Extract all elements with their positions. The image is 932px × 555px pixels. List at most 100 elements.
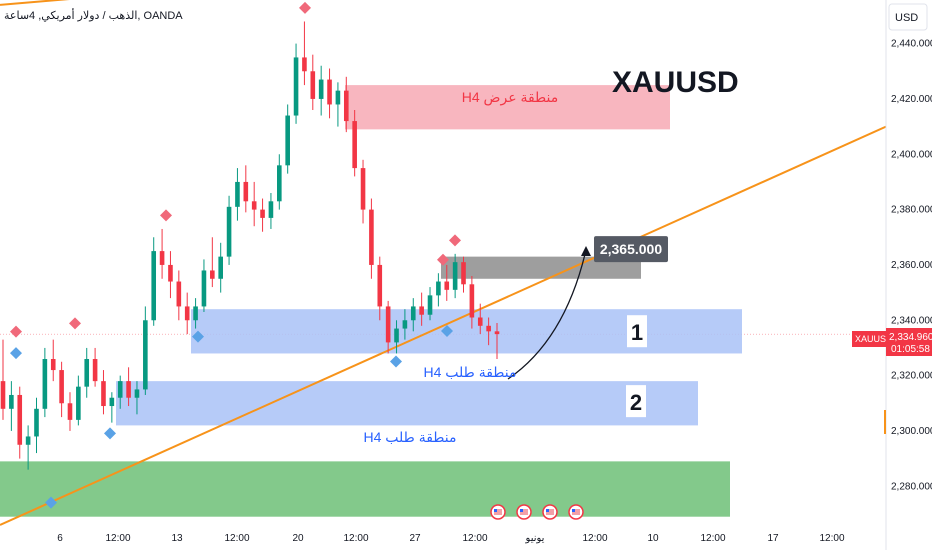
signal-up-marker[interactable] <box>10 347 22 360</box>
event-flag-icon[interactable] <box>490 504 506 520</box>
signal-down-marker[interactable] <box>10 325 22 338</box>
candle[interactable] <box>352 110 357 177</box>
zone-number-1-box <box>627 315 647 348</box>
candle[interactable] <box>235 168 240 221</box>
demand-zone-1[interactable] <box>191 309 742 354</box>
candle[interactable] <box>0 339 6 420</box>
candle[interactable] <box>410 298 416 332</box>
candle[interactable] <box>218 242 223 293</box>
candle[interactable] <box>9 381 14 431</box>
event-flag-icon[interactable] <box>516 504 532 520</box>
signal-up-marker[interactable] <box>192 330 204 343</box>
candle[interactable] <box>201 259 207 312</box>
supply-zone[interactable] <box>345 85 670 130</box>
signal-up-marker[interactable] <box>441 325 453 338</box>
candle[interactable] <box>50 339 56 382</box>
signal-down-marker[interactable] <box>299 1 311 14</box>
candle-body <box>126 381 131 398</box>
candle[interactable] <box>293 43 299 124</box>
event-flag-icon[interactable] <box>568 504 584 520</box>
candle[interactable] <box>117 375 123 409</box>
candle[interactable] <box>210 237 215 288</box>
candle[interactable] <box>302 21 307 86</box>
candle[interactable] <box>193 298 198 329</box>
candle-body <box>193 306 198 321</box>
event-flag-icon[interactable] <box>542 504 558 520</box>
signal-up-marker[interactable] <box>104 427 116 440</box>
candle[interactable] <box>277 154 282 210</box>
trendline-lower-trendline[interactable] <box>0 125 887 526</box>
signal-down-marker[interactable] <box>160 209 172 222</box>
candle[interactable] <box>360 159 366 224</box>
candle[interactable] <box>452 253 458 299</box>
candle[interactable] <box>327 68 332 119</box>
candle[interactable] <box>427 287 433 321</box>
price-axis-bg <box>886 0 932 550</box>
candle[interactable] <box>134 381 140 415</box>
flag-body <box>520 509 528 515</box>
time-axis[interactable]: 6 12:00 13 12:00 20 12:00 27 12:00 يونيو 12:00 10 1… <box>57 533 845 544</box>
signal-up-marker[interactable] <box>390 355 402 368</box>
candle[interactable] <box>377 256 383 321</box>
candle[interactable] <box>59 361 64 418</box>
candle[interactable] <box>67 392 73 431</box>
target-price-box[interactable] <box>594 236 668 263</box>
candle[interactable] <box>184 292 190 335</box>
candle[interactable] <box>318 65 324 116</box>
candle[interactable] <box>444 264 450 301</box>
candle[interactable] <box>42 347 48 418</box>
candle[interactable] <box>402 309 408 340</box>
candle[interactable] <box>126 367 131 407</box>
candle[interactable] <box>25 425 31 470</box>
candle[interactable] <box>477 303 483 335</box>
trendline-upper-channel[interactable] <box>0 0 886 6</box>
green-zone[interactable] <box>0 461 730 517</box>
candle[interactable] <box>494 323 500 359</box>
candle[interactable] <box>76 375 81 426</box>
candle[interactable] <box>469 276 475 329</box>
candle-body <box>25 436 31 445</box>
candle[interactable] <box>251 181 257 227</box>
candle[interactable] <box>394 320 399 354</box>
signal-down-marker[interactable] <box>449 234 461 247</box>
price-axis[interactable]: 2,280.000 2,300.000 2,320.000 2,340.000 2,36… <box>884 39 932 493</box>
candle[interactable] <box>168 251 173 299</box>
candle[interactable] <box>143 306 148 395</box>
candle[interactable] <box>436 273 441 307</box>
candle[interactable] <box>84 347 90 398</box>
candle[interactable] <box>369 198 374 279</box>
candle[interactable] <box>310 54 316 110</box>
candle[interactable] <box>34 397 39 454</box>
candle-body <box>268 201 274 218</box>
candle[interactable] <box>159 228 165 279</box>
signal-down-marker[interactable] <box>69 317 81 330</box>
candle[interactable] <box>335 82 341 127</box>
candle[interactable] <box>285 104 290 174</box>
candle[interactable] <box>151 237 157 326</box>
candle[interactable] <box>101 370 106 415</box>
currency-button[interactable] <box>888 3 928 31</box>
candle[interactable] <box>385 300 391 354</box>
candle[interactable] <box>109 392 115 423</box>
gray-zone[interactable] <box>441 256 641 279</box>
candle[interactable] <box>92 347 98 387</box>
candle[interactable] <box>243 165 249 213</box>
candle[interactable] <box>343 76 349 133</box>
candle-body <box>76 386 81 420</box>
candle-body <box>84 359 90 387</box>
candle[interactable] <box>260 198 265 232</box>
candle[interactable] <box>17 386 23 459</box>
candle[interactable] <box>419 292 424 326</box>
signal-down-marker[interactable] <box>437 253 449 266</box>
candle-body <box>17 394 23 445</box>
time-tick-label: 12:00 <box>700 533 725 544</box>
candle[interactable] <box>461 256 466 293</box>
signal-up-marker[interactable] <box>45 496 57 509</box>
candle[interactable] <box>176 270 182 321</box>
candle[interactable] <box>268 193 274 229</box>
candle[interactable] <box>226 195 232 265</box>
candle[interactable] <box>486 317 491 346</box>
demand-zone-2[interactable] <box>116 381 698 426</box>
